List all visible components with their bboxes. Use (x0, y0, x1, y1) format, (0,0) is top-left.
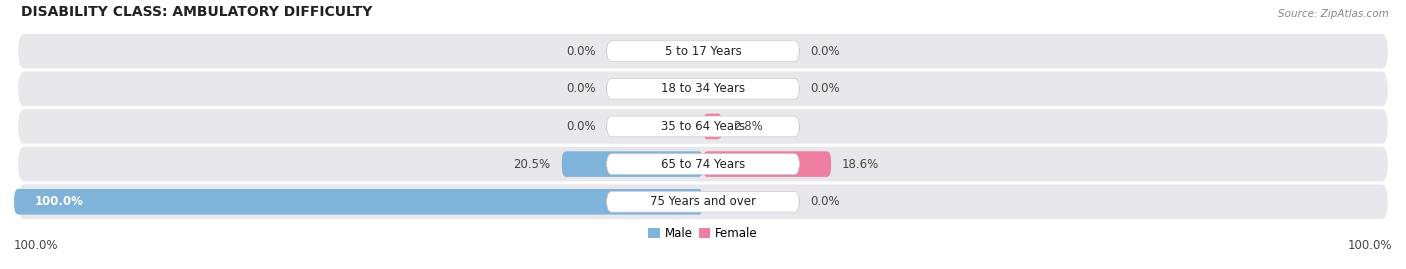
FancyBboxPatch shape (14, 189, 703, 215)
Text: 75 Years and over: 75 Years and over (650, 195, 756, 208)
FancyBboxPatch shape (18, 34, 1388, 68)
FancyBboxPatch shape (18, 185, 1388, 219)
FancyBboxPatch shape (606, 79, 800, 99)
Text: 100.0%: 100.0% (14, 239, 59, 252)
Text: 0.0%: 0.0% (810, 45, 841, 58)
FancyBboxPatch shape (606, 116, 800, 137)
Text: 35 to 64 Years: 35 to 64 Years (661, 120, 745, 133)
Legend: Male, Female: Male, Female (644, 222, 762, 245)
Text: 0.0%: 0.0% (810, 82, 841, 95)
FancyBboxPatch shape (18, 109, 1388, 144)
Text: 18.6%: 18.6% (842, 158, 879, 171)
Text: 0.0%: 0.0% (565, 120, 596, 133)
Text: 0.0%: 0.0% (565, 82, 596, 95)
FancyBboxPatch shape (703, 151, 831, 177)
Text: 5 to 17 Years: 5 to 17 Years (665, 45, 741, 58)
FancyBboxPatch shape (18, 147, 1388, 181)
FancyBboxPatch shape (18, 72, 1388, 106)
FancyBboxPatch shape (703, 114, 723, 139)
Text: 0.0%: 0.0% (565, 45, 596, 58)
Text: 65 to 74 Years: 65 to 74 Years (661, 158, 745, 171)
FancyBboxPatch shape (606, 192, 800, 212)
Text: 100.0%: 100.0% (1347, 239, 1392, 252)
Text: 20.5%: 20.5% (513, 158, 551, 171)
Text: Source: ZipAtlas.com: Source: ZipAtlas.com (1278, 9, 1389, 19)
Text: 2.8%: 2.8% (734, 120, 763, 133)
Text: 100.0%: 100.0% (35, 195, 83, 208)
FancyBboxPatch shape (606, 154, 800, 174)
Text: DISABILITY CLASS: AMBULATORY DIFFICULTY: DISABILITY CLASS: AMBULATORY DIFFICULTY (21, 5, 373, 19)
Text: 18 to 34 Years: 18 to 34 Years (661, 82, 745, 95)
Text: 0.0%: 0.0% (810, 195, 841, 208)
FancyBboxPatch shape (606, 41, 800, 62)
FancyBboxPatch shape (562, 151, 703, 177)
